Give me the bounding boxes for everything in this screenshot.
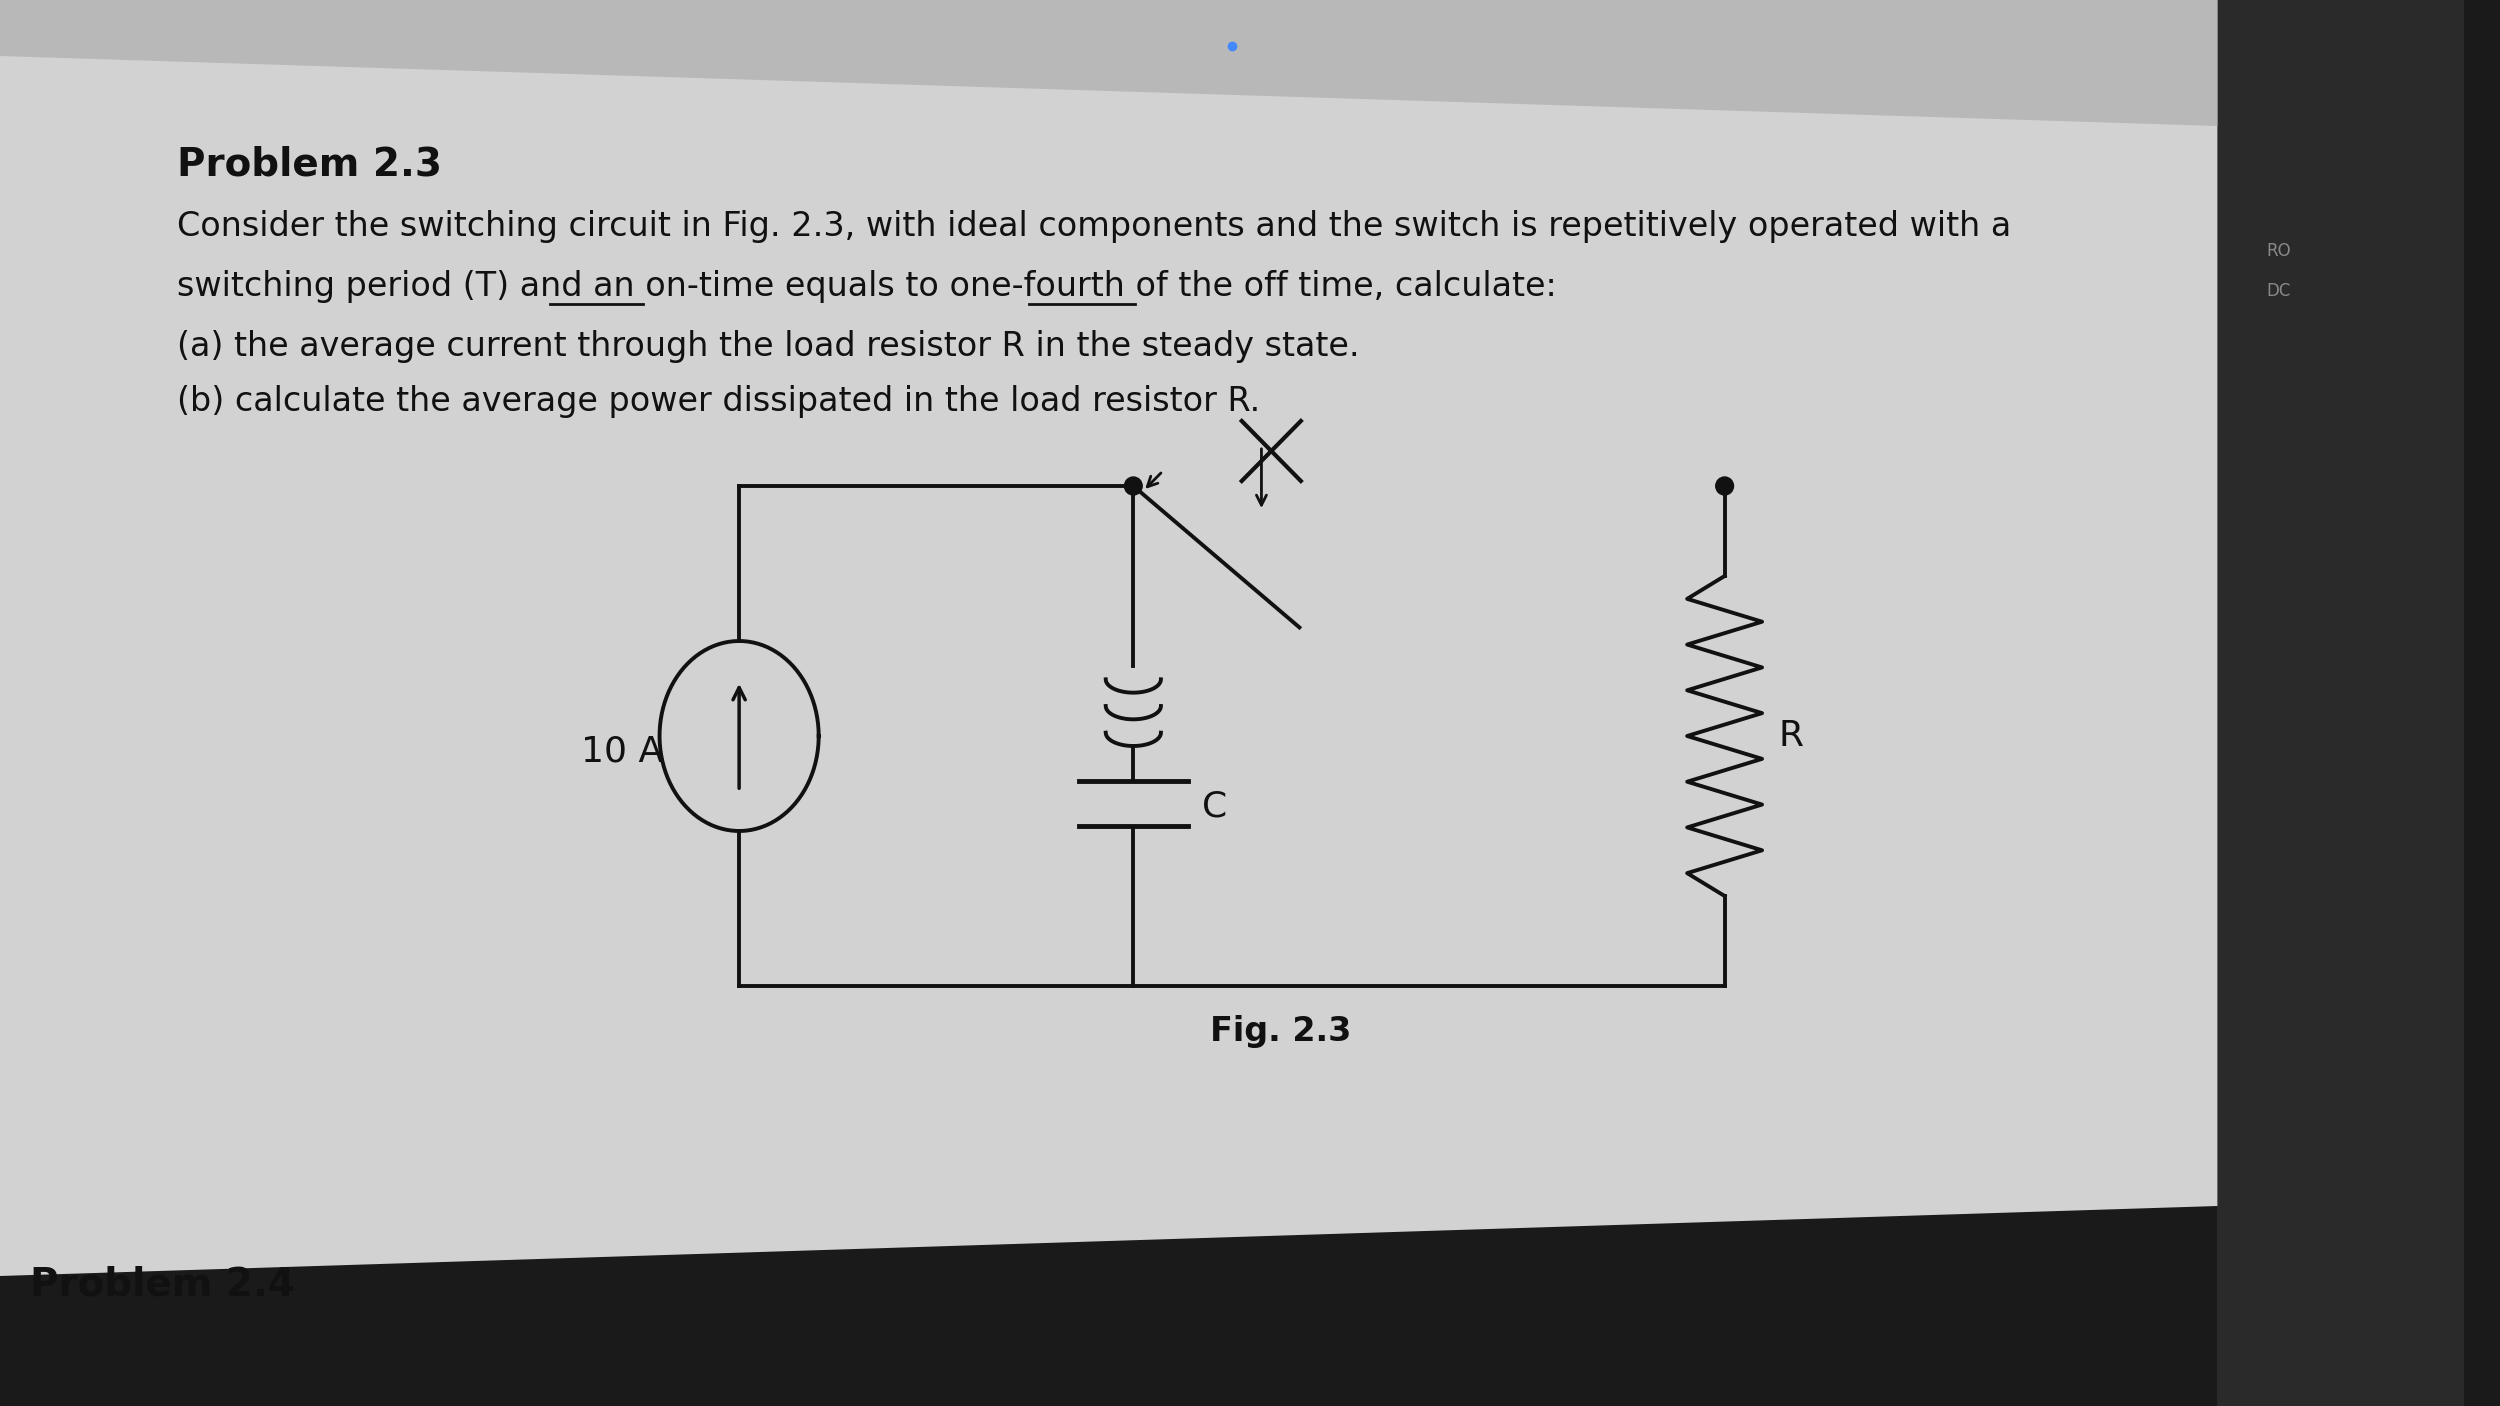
Text: DC: DC	[2268, 283, 2290, 299]
Text: C: C	[1202, 789, 1228, 823]
Bar	[0, 0, 2465, 156]
Text: 10 A: 10 A	[582, 734, 662, 768]
Bar	[2218, 0, 2465, 1406]
Text: Consider the switching circuit in Fig. 2.3, with ideal components and the switch: Consider the switching circuit in Fig. 2…	[177, 209, 2013, 243]
Text: Fig. 2.3: Fig. 2.3	[1210, 1015, 1352, 1047]
Text: (b) calculate the average power dissipated in the load resistor R.: (b) calculate the average power dissipat…	[177, 385, 1260, 418]
Polygon shape	[0, 0, 2218, 127]
Text: switching period (T) and an on-time equals to one-fourth of the off time, calcul: switching period (T) and an on-time equa…	[177, 270, 1558, 304]
Text: RO: RO	[2268, 242, 2292, 260]
Text: Problem 2.3: Problem 2.3	[177, 146, 442, 184]
Polygon shape	[0, 0, 2218, 1277]
Text: R: R	[1780, 718, 1805, 754]
Circle shape	[1125, 477, 1142, 495]
Circle shape	[1715, 477, 1732, 495]
Text: Problem 2.4: Problem 2.4	[30, 1265, 295, 1303]
Text: (a) the average current through the load resistor R in the steady state.: (a) the average current through the load…	[177, 330, 1360, 363]
